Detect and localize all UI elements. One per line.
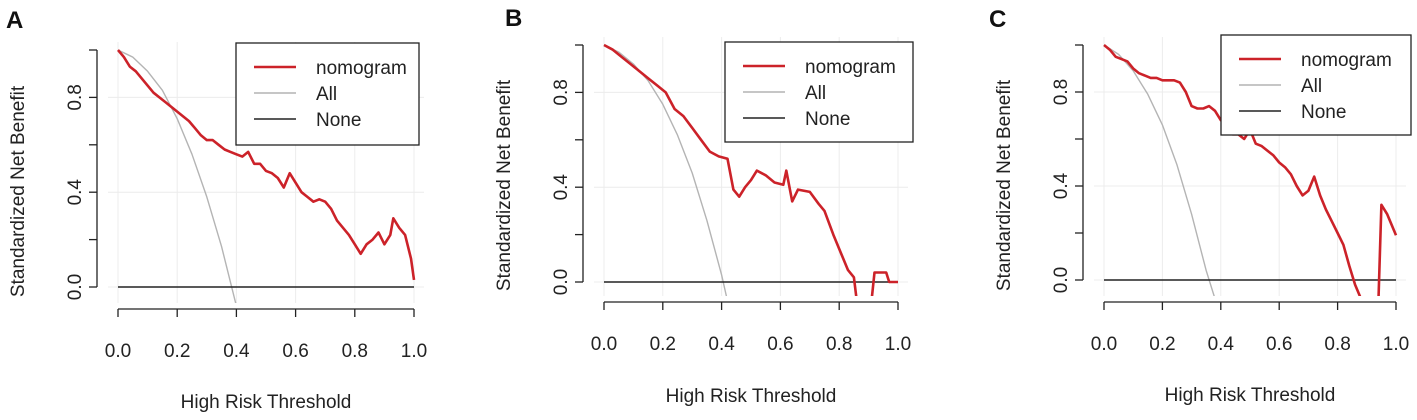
x-tick-label: 0.6	[767, 334, 793, 355]
y-tick-label: 0.8	[551, 79, 572, 105]
x-tick-label: 0.8	[1324, 334, 1350, 355]
x-tick-label: 0.0	[1091, 334, 1117, 355]
legend-label-none: None	[316, 110, 361, 131]
x-tick-label: 0.2	[164, 341, 190, 362]
series-line-all	[603, 44, 728, 296]
x-tick-label: 1.0	[401, 341, 427, 362]
x-tick-label: 1.0	[885, 334, 911, 355]
series-line-all	[117, 49, 237, 303]
legend-label-nomogram: nomogram	[805, 57, 896, 78]
y-tick-label: 0.4	[551, 174, 572, 201]
x-tick-label: 0.8	[342, 341, 368, 362]
series-line-all	[1103, 44, 1215, 296]
x-tick-label: 0.2	[650, 334, 676, 355]
series-line-nomogram	[603, 43, 898, 296]
legend-label-all: All	[1301, 76, 1322, 97]
x-tick-label: 0.0	[591, 334, 617, 355]
series-line-nomogram	[117, 49, 416, 281]
chart-panel-c: 0.0 0.2 0.4 0.6 0.8 1.0 0.0 0.4 0.8 High Risk Thr…	[989, 6, 1412, 406]
legend-label-all: All	[805, 83, 826, 104]
y-tick-label: 0.0	[551, 269, 572, 295]
y-tick-label: 0.4	[1051, 172, 1072, 199]
x-tick-label: 0.8	[826, 334, 852, 355]
legend: nomogram All None	[724, 41, 914, 143]
y-tick-label: 0.0	[65, 274, 86, 300]
panel-letter: C	[989, 6, 1006, 33]
legend-label-none: None	[1301, 102, 1346, 123]
y-tick-label: 0.4	[65, 179, 86, 206]
x-tick-label: 0.6	[1266, 334, 1292, 355]
legend: nomogram All None	[235, 42, 420, 146]
y-axis-label: Standardized Net Benefit	[8, 85, 29, 297]
legend-label-nomogram: nomogram	[316, 58, 407, 79]
chart-panel-b: 0.0 0.2 0.4 0.6 0.8 1.0 0.0 0.4 0.8 High Risk Thr…	[494, 5, 914, 407]
panel-letter: A	[6, 7, 23, 34]
y-tick-label: 0.8	[65, 84, 86, 110]
legend-label-nomogram: nomogram	[1301, 50, 1392, 71]
y-tick-label: 0.8	[1051, 79, 1072, 105]
x-tick-label: 0.4	[708, 334, 735, 355]
x-axis-label: High Risk Threshold	[181, 392, 352, 413]
legend-box	[235, 42, 420, 146]
legend: nomogram All None	[1220, 34, 1412, 136]
x-tick-label: 1.0	[1383, 334, 1409, 355]
x-tick-label: 0.2	[1149, 334, 1175, 355]
x-tick-label: 0.4	[1208, 334, 1235, 355]
y-axis-label: Standardized Net Benefit	[494, 79, 515, 291]
x-tick-label: 0.0	[105, 341, 131, 362]
x-axis-label: High Risk Threshold	[1165, 385, 1336, 406]
legend-label-none: None	[805, 109, 850, 130]
y-axis-label: Standardized Net Benefit	[994, 79, 1015, 291]
y-tick-label: 0.0	[1051, 267, 1072, 293]
panel-letter: B	[505, 5, 522, 32]
x-tick-label: 0.6	[282, 341, 308, 362]
chart-panel-a: 0.0 0.2 0.4 0.6 0.8 1.0 0.0 0.4 0.8 High Risk Thr…	[6, 7, 427, 413]
x-axis-label: High Risk Threshold	[666, 386, 837, 407]
x-tick-label: 0.4	[223, 341, 250, 362]
legend-label-all: All	[316, 84, 337, 105]
